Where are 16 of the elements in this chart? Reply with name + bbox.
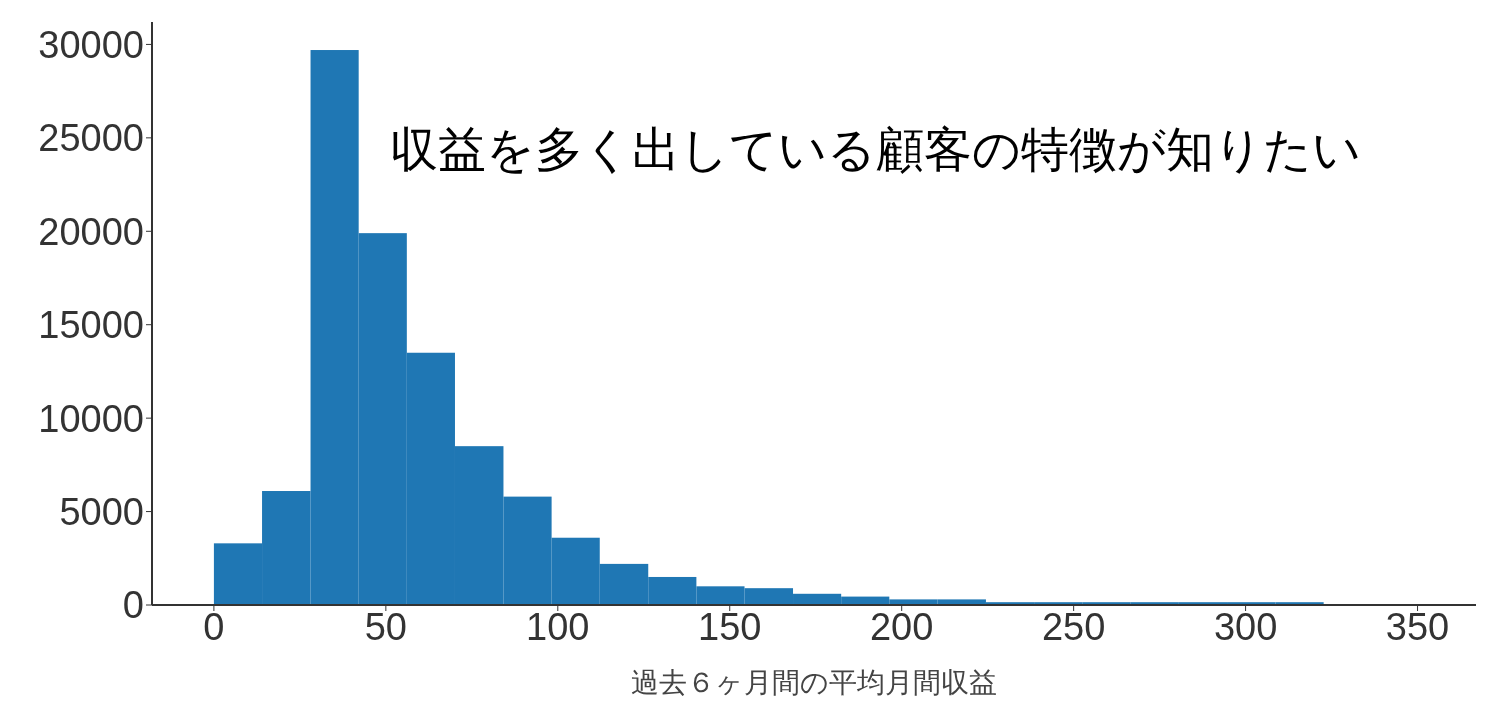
annotation: 収益を多く出している顧客の特徴が知りたい xyxy=(390,120,1362,179)
x-tick-label: 0 xyxy=(203,605,225,648)
y-tick-label: 5000 xyxy=(59,491,144,534)
x-tick-label: 200 xyxy=(869,605,934,648)
y-tick-label: 25000 xyxy=(38,117,144,160)
x-tick-label: 50 xyxy=(364,605,407,648)
x-tick-label: 100 xyxy=(526,605,590,648)
x-axis-title: 過去６ヶ月間の平均月間収益 xyxy=(630,665,998,701)
x-tick-label: 350 xyxy=(1385,605,1450,648)
y-tick-label: 20000 xyxy=(38,210,144,253)
x-tick-label: 250 xyxy=(1041,605,1106,648)
y-tick-label: 30000 xyxy=(38,23,144,66)
y-tick-label: 10000 xyxy=(38,397,144,440)
x-tick-label: 150 xyxy=(698,605,762,648)
x-tick-label: 300 xyxy=(1213,605,1278,648)
y-tick-label: 15000 xyxy=(38,304,144,347)
